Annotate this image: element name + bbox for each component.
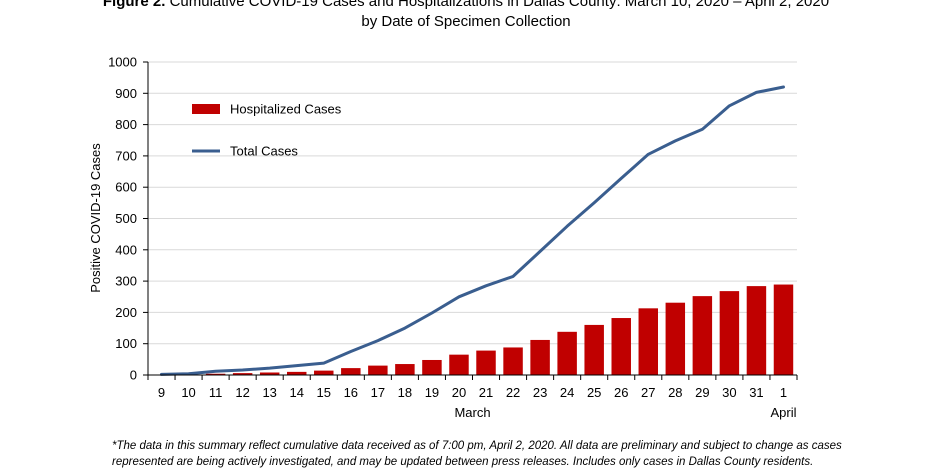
bar: [286, 371, 307, 375]
footnote-line-1: *The data in this summary reflect cumula…: [112, 440, 842, 452]
x-tick-label: 24: [560, 385, 574, 400]
x-tick-label: 28: [668, 385, 682, 400]
x-tick-label: 23: [533, 385, 547, 400]
x-tick-label: 19: [425, 385, 439, 400]
x-tick-label: 10: [181, 385, 195, 400]
y-tick-label: 200: [115, 305, 137, 320]
x-tick-label: 1: [780, 385, 787, 400]
y-tick-label: 0: [130, 368, 137, 383]
x-tick-labels: 9 10 11 12 13 14 15 16 17 18 19 20 21 22 23 24 25 26 27 28 2…: [158, 385, 787, 400]
x-tick-label: 9: [158, 385, 165, 400]
bar: [584, 324, 604, 375]
bar: [638, 308, 659, 375]
x-tick-label: 13: [262, 385, 276, 400]
bar: [692, 296, 713, 375]
footnote: *The data in this summary reflect cumula…: [112, 438, 872, 470]
total-cases-line: [160, 85, 785, 376]
bar: [205, 373, 226, 375]
title-line-1: Cumulative COVID-19 Cases and Hospitaliz…: [169, 0, 830, 10]
gridlines: [148, 61, 797, 345]
bar: [557, 331, 577, 375]
bar-series: [178, 284, 794, 375]
x-tick-label: 26: [614, 385, 628, 400]
bar: [341, 368, 361, 375]
footnote-line-2: represented are being actively investiga…: [112, 456, 814, 468]
y-tick-label: 100: [115, 336, 137, 351]
bar: [449, 354, 469, 375]
figure-label: Figure 2.: [102, 0, 166, 10]
x-tick-label: 31: [749, 385, 763, 400]
y-tick-label: 300: [115, 274, 137, 289]
x-tick-label: 16: [344, 385, 358, 400]
bar: [746, 286, 767, 375]
y-tick-labels: 0 100 200 300 400 500 600 700 800 900 1000: [108, 55, 137, 383]
bar: [314, 370, 334, 375]
x-tick-label: 25: [587, 385, 601, 400]
bar: [259, 372, 280, 375]
legend: Hospitalized Cases Total Cases: [192, 102, 342, 159]
y-tick-label: 700: [115, 148, 137, 163]
axes: [143, 61, 798, 380]
y-tick-label: 1000: [108, 55, 137, 70]
bar: [232, 373, 253, 375]
x-group-labels: March April: [454, 405, 796, 420]
x-tick-label: 15: [317, 385, 331, 400]
legend-label-hospitalized: Hospitalized Cases: [230, 102, 342, 117]
x-tick-label: 12: [235, 385, 249, 400]
line-series: [160, 85, 785, 376]
x-tick-label: 14: [289, 385, 303, 400]
x-tick-label: 17: [371, 385, 385, 400]
x-tick-label: 21: [479, 385, 493, 400]
chart-title: Figure 2. Cumulative COVID-19 Cases and …: [0, 0, 932, 32]
bar: [503, 347, 523, 375]
y-axis-label: Positive COVID-19 Cases: [88, 143, 103, 293]
bar: [368, 365, 388, 375]
bar: [773, 284, 794, 375]
bar: [530, 339, 550, 375]
bar: [422, 359, 442, 375]
x-tick-label: 30: [722, 385, 736, 400]
bar: [611, 318, 631, 375]
bar: [719, 291, 740, 375]
y-tick-label: 800: [115, 117, 137, 132]
x-tick-label: 29: [695, 385, 709, 400]
x-group-label: March: [454, 405, 490, 420]
y-tick-label: 500: [115, 211, 137, 226]
y-tick-label: 900: [115, 86, 137, 101]
bar: [665, 302, 686, 375]
y-tick-label: 400: [115, 242, 137, 257]
y-tick-label: 600: [115, 180, 137, 195]
title-line-2: by Date of Specimen Collection: [361, 13, 571, 30]
legend-swatch-hospitalized: [192, 104, 220, 114]
x-tick-label: 20: [452, 385, 466, 400]
x-tick-label: 11: [209, 385, 223, 400]
x-tick-label: 27: [641, 385, 655, 400]
bar: [476, 350, 496, 375]
legend-label-total: Total Cases: [230, 144, 298, 159]
x-group-label: April: [770, 405, 796, 420]
x-tick-label: 22: [506, 385, 520, 400]
bar: [395, 364, 415, 375]
x-tick-label: 18: [398, 385, 412, 400]
